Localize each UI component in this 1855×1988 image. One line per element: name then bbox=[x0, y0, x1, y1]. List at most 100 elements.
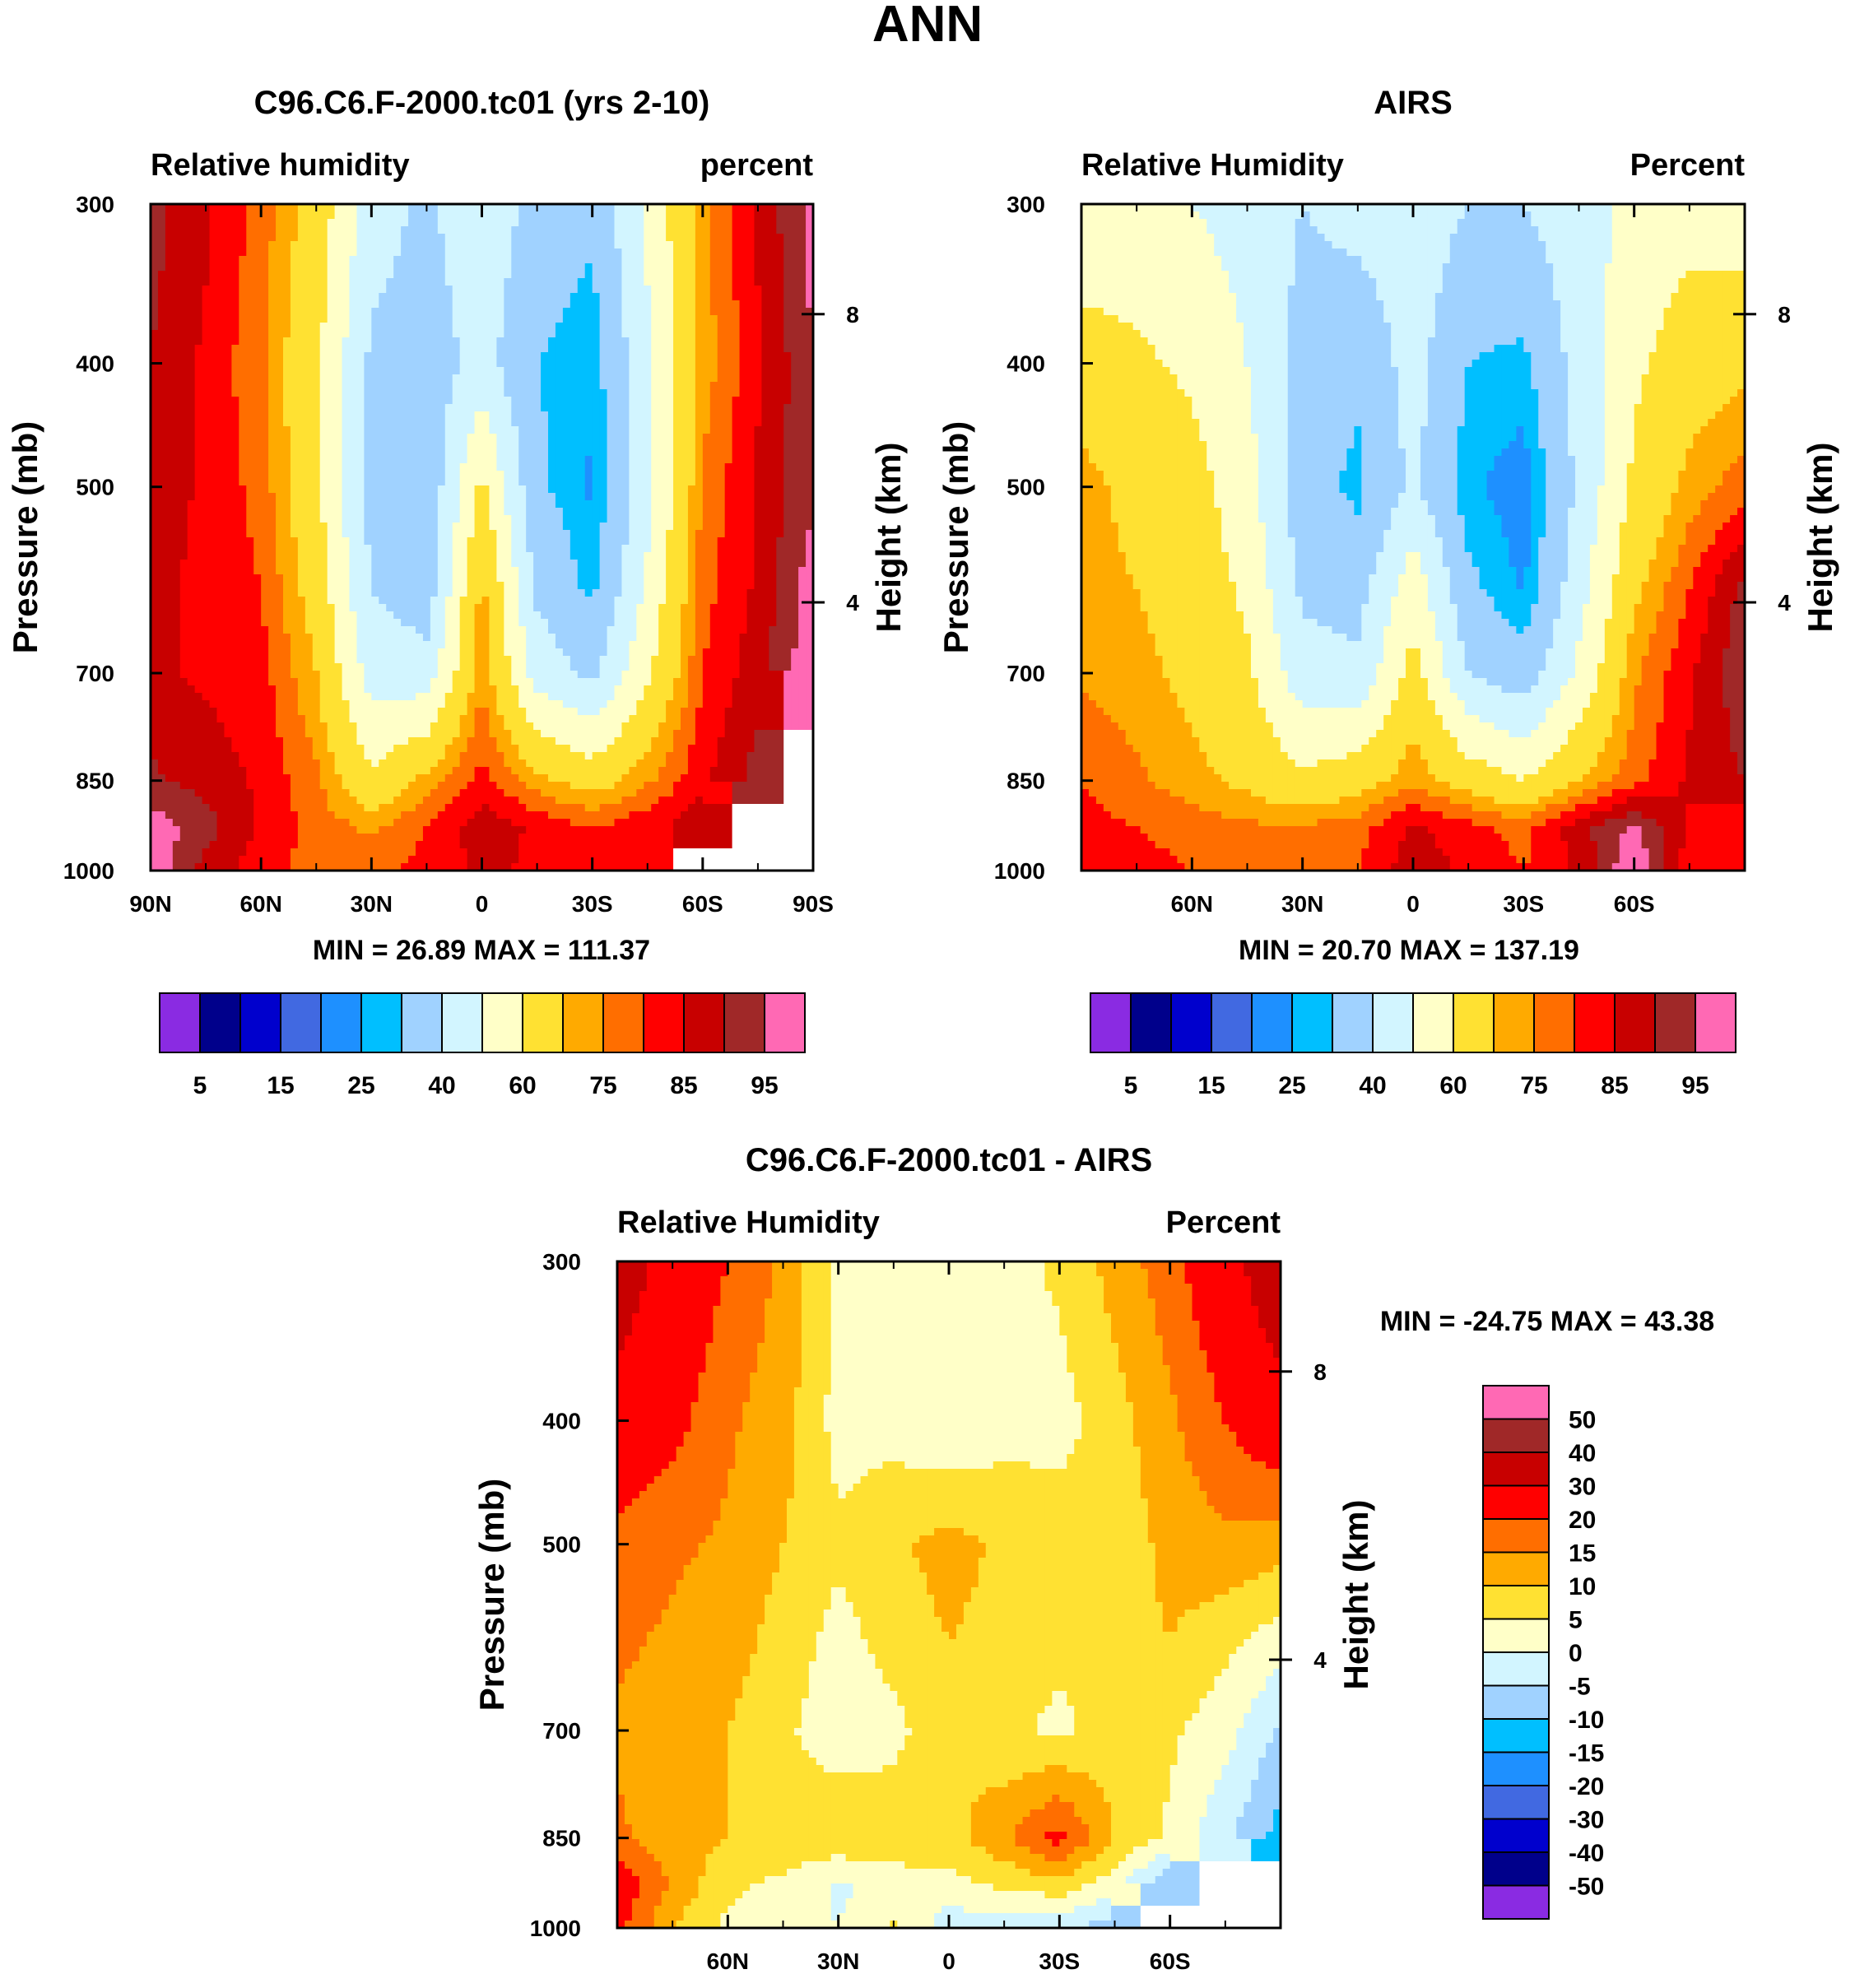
contour-cell bbox=[541, 411, 549, 420]
contour-cell bbox=[335, 323, 343, 331]
contour-cell bbox=[718, 456, 726, 464]
contour-cell bbox=[379, 286, 387, 294]
contour-cell bbox=[335, 567, 343, 575]
contour-cell bbox=[511, 248, 519, 257]
contour-cell bbox=[231, 471, 239, 479]
contour-cell bbox=[453, 219, 461, 227]
contour-cell bbox=[445, 211, 453, 220]
contour-cell bbox=[313, 411, 321, 420]
contour-cell bbox=[783, 434, 792, 442]
contour-cell bbox=[283, 552, 291, 560]
contour-cell bbox=[438, 389, 446, 397]
contour-cell bbox=[621, 293, 630, 301]
contour-cell bbox=[408, 382, 416, 390]
contour-cell bbox=[482, 426, 490, 434]
contour-cell bbox=[423, 582, 431, 590]
contour-cell bbox=[335, 286, 343, 294]
contour-cell bbox=[320, 411, 328, 420]
contour-cell bbox=[754, 500, 762, 509]
contour-cell bbox=[239, 286, 247, 294]
contour-cell bbox=[335, 478, 343, 486]
contour-cell bbox=[563, 211, 571, 220]
contour-cell bbox=[548, 323, 556, 331]
contour-cell bbox=[246, 545, 254, 553]
contour-cell bbox=[217, 248, 225, 257]
contour-cell bbox=[791, 263, 799, 272]
contour-cell bbox=[526, 345, 534, 353]
contour-cell bbox=[548, 508, 556, 516]
contour-cell bbox=[231, 545, 239, 553]
contour-cell bbox=[224, 248, 232, 257]
contour-cell bbox=[666, 241, 674, 249]
contour-cell bbox=[283, 263, 291, 272]
contour-cell bbox=[703, 411, 711, 420]
contour-cell bbox=[504, 330, 512, 338]
contour-cell bbox=[386, 537, 394, 546]
contour-cell bbox=[158, 545, 166, 553]
contour-cell bbox=[430, 478, 439, 486]
contour-cell bbox=[747, 337, 755, 346]
contour-cell bbox=[761, 545, 769, 553]
contour-cell bbox=[364, 411, 372, 420]
contour-cell bbox=[651, 226, 659, 235]
contour-cell bbox=[769, 560, 777, 568]
contour-cell bbox=[173, 493, 181, 501]
contour-cell bbox=[364, 256, 372, 264]
contour-cell bbox=[342, 471, 351, 479]
contour-cell bbox=[430, 530, 439, 538]
contour-cell bbox=[607, 219, 616, 227]
contour-cell bbox=[386, 315, 394, 323]
contour-cell bbox=[320, 582, 328, 590]
contour-cell bbox=[489, 315, 497, 323]
contour-cell bbox=[769, 426, 777, 434]
contour-cell bbox=[585, 219, 593, 227]
contour-cell bbox=[593, 315, 601, 323]
contour-cell bbox=[658, 256, 667, 264]
contour-cell bbox=[747, 537, 755, 546]
contour-cell bbox=[533, 330, 542, 338]
contour-cell bbox=[305, 323, 314, 331]
contour-cell bbox=[681, 508, 689, 516]
contour-cell bbox=[666, 419, 674, 427]
contour-cell bbox=[776, 382, 784, 390]
contour-cell bbox=[180, 582, 188, 590]
contour-cell bbox=[651, 448, 659, 457]
contour-cell bbox=[356, 308, 365, 316]
contour-cell bbox=[666, 478, 674, 486]
contour-cell bbox=[356, 389, 365, 397]
contour-cell bbox=[754, 545, 762, 553]
contour-cell bbox=[776, 434, 784, 442]
contour-cell bbox=[253, 271, 262, 279]
contour-cell bbox=[467, 463, 476, 471]
contour-cell bbox=[386, 508, 394, 516]
contour-cell bbox=[165, 611, 174, 620]
contour-cell bbox=[291, 389, 299, 397]
contour-cell bbox=[231, 493, 239, 501]
contour-cell bbox=[688, 360, 696, 368]
contour-cell bbox=[673, 286, 681, 294]
contour-cell bbox=[165, 500, 174, 509]
contour-cell bbox=[202, 604, 211, 612]
contour-cell bbox=[202, 374, 211, 383]
contour-cell bbox=[210, 337, 218, 346]
contour-cell bbox=[320, 256, 328, 264]
contour-cell bbox=[593, 567, 601, 575]
contour-cell bbox=[268, 367, 277, 375]
contour-cell bbox=[246, 448, 254, 457]
contour-cell bbox=[188, 219, 196, 227]
contour-cell bbox=[769, 271, 777, 279]
contour-cell bbox=[261, 382, 269, 390]
contour-cell bbox=[754, 448, 762, 457]
contour-cell bbox=[430, 523, 439, 531]
contour-cell bbox=[593, 367, 601, 375]
contour-cell bbox=[350, 426, 358, 434]
contour-cell bbox=[430, 337, 439, 346]
contour-cell bbox=[710, 411, 718, 420]
contour-cell bbox=[504, 389, 512, 397]
contour-cell bbox=[364, 337, 372, 346]
contour-cell bbox=[379, 219, 387, 227]
contour-cell bbox=[408, 308, 416, 316]
contour-cell bbox=[475, 404, 483, 412]
contour-cell bbox=[710, 234, 718, 242]
contour-cell bbox=[747, 552, 755, 560]
